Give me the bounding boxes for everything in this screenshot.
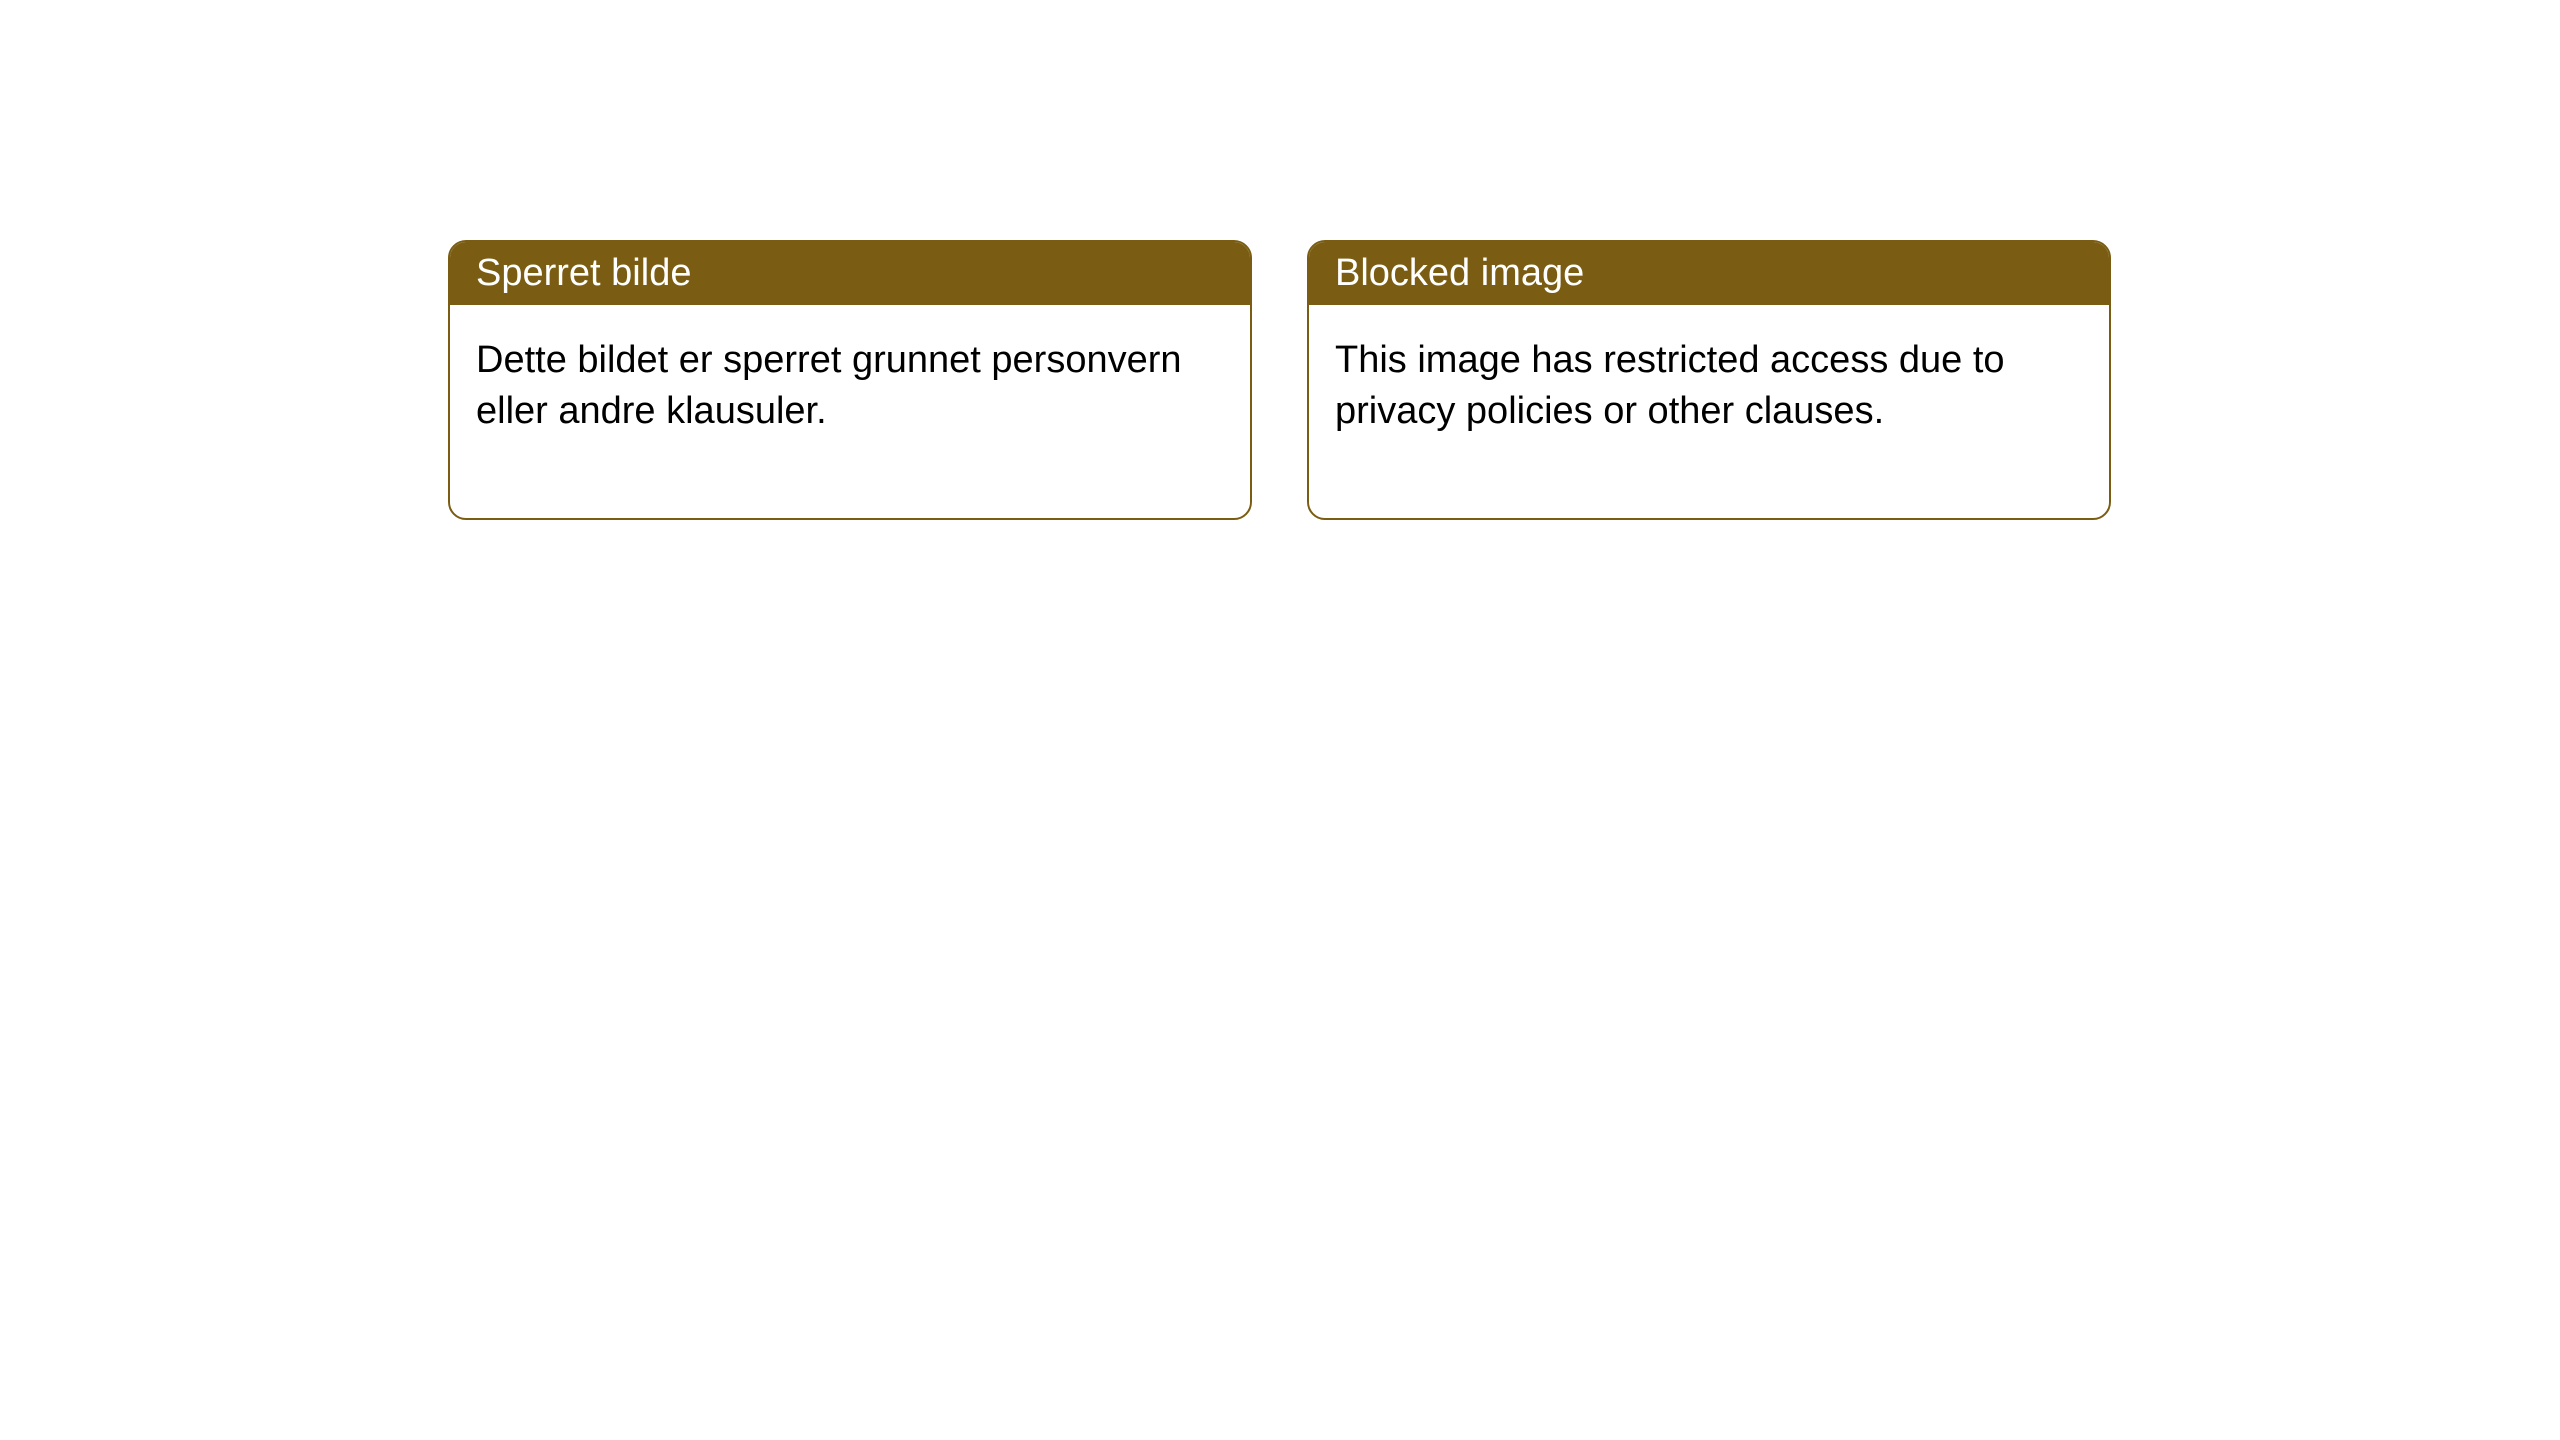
notice-title-english: Blocked image	[1309, 242, 2109, 305]
notice-container: Sperret bilde Dette bildet er sperret gr…	[0, 0, 2560, 520]
notice-card-english: Blocked image This image has restricted …	[1307, 240, 2111, 520]
notice-card-norwegian: Sperret bilde Dette bildet er sperret gr…	[448, 240, 1252, 520]
notice-body-english: This image has restricted access due to …	[1309, 305, 2109, 518]
notice-body-norwegian: Dette bildet er sperret grunnet personve…	[450, 305, 1250, 518]
notice-title-norwegian: Sperret bilde	[450, 242, 1250, 305]
